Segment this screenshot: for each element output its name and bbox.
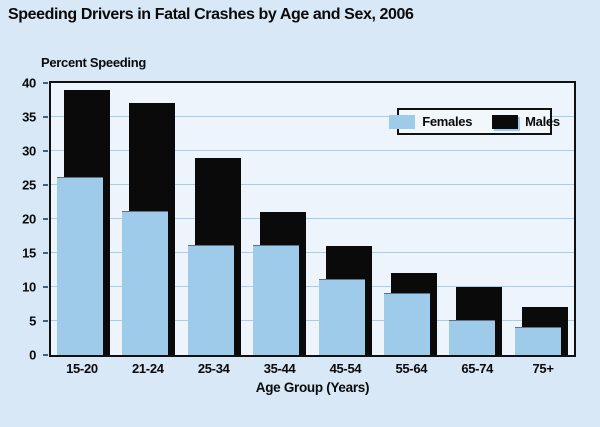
x-axis: 15-20 21-24 25-34 35-44 45-54 55-64 65-74 75+ <box>49 361 576 376</box>
bar-group-21-24 <box>116 83 181 355</box>
y-axis-title: Percent Speeding <box>41 55 147 70</box>
bar-group-75+ <box>509 83 574 355</box>
bar-groups <box>51 83 574 355</box>
females-bar-55-64 <box>383 292 430 355</box>
females-bar-21-24 <box>122 211 169 355</box>
bar-group-55-64 <box>378 83 443 355</box>
gridline-10 <box>51 286 574 287</box>
x-tick-label-65-74: 65-74 <box>461 361 494 376</box>
y-tick-mark-30 <box>43 150 48 152</box>
y-tick-label-0: 0 <box>29 347 36 363</box>
bar-group-65-74 <box>443 83 508 355</box>
females-bar-25-34 <box>187 245 234 355</box>
bar-group-15-20 <box>51 83 116 355</box>
y-tick-label-5: 5 <box>29 313 36 329</box>
y-tick-label-20: 20 <box>22 211 36 227</box>
x-tick-label-75+: 75+ <box>532 361 554 376</box>
y-tick-mark-15 <box>43 252 48 254</box>
y-tick-label-25: 25 <box>22 177 36 193</box>
x-tick-label-55-64: 55-64 <box>395 361 428 376</box>
legend-item-females: Females <box>389 114 472 129</box>
plot-area: Females Males <box>49 81 576 357</box>
y-tick-label-15: 15 <box>22 245 36 261</box>
x-tick-label-25-34: 25-34 <box>197 361 230 376</box>
legend-item-males: Males <box>492 114 560 129</box>
x-axis-title: Age Group (Years) <box>255 380 370 395</box>
x-tick-label-45-54: 45-54 <box>329 361 362 376</box>
gridline-5 <box>51 320 574 321</box>
females-bar-45-54 <box>318 279 365 355</box>
page-title: Speeding Drivers in Fatal Crashes by Age… <box>8 6 414 23</box>
y-tick-label-35: 35 <box>22 109 36 125</box>
gridline-20 <box>51 218 574 219</box>
y-tick-mark-40 <box>43 82 48 84</box>
legend-label-females: Females <box>422 114 473 129</box>
females-bar-15-20 <box>57 177 103 355</box>
females-bar-35-44 <box>253 245 300 355</box>
females-bar-65-74 <box>449 320 496 355</box>
gridline-30 <box>51 150 574 151</box>
y-tick-mark-25 <box>43 184 48 186</box>
bar-group-45-54 <box>313 83 378 355</box>
x-tick-label-15-20: 15-20 <box>66 361 98 376</box>
y-tick-mark-35 <box>43 116 48 118</box>
bar-group-35-44 <box>247 83 312 355</box>
y-tick-label-40: 40 <box>22 75 36 91</box>
legend-swatch-females <box>389 114 416 129</box>
y-axis: 0 5 10 15 20 25 30 35 40 <box>0 76 48 363</box>
x-tick-label-35-44: 35-44 <box>263 361 296 376</box>
females-bar-75+ <box>514 326 561 355</box>
legend: Females Males <box>389 108 560 135</box>
legend-swatch-males <box>492 114 519 129</box>
y-tick-label-10: 10 <box>22 279 36 295</box>
y-tick-mark-20 <box>43 218 48 220</box>
y-tick-mark-5 <box>43 320 48 322</box>
bar-group-25-34 <box>182 83 247 355</box>
gridline-15 <box>51 252 574 253</box>
y-tick-mark-10 <box>43 286 48 288</box>
gridline-25 <box>51 184 574 185</box>
y-tick-mark-0 <box>43 354 48 356</box>
x-tick-label-21-24: 21-24 <box>131 361 164 376</box>
gridline-35 <box>51 116 574 117</box>
legend-label-males: Males <box>525 114 560 129</box>
y-tick-label-30: 30 <box>22 143 36 159</box>
